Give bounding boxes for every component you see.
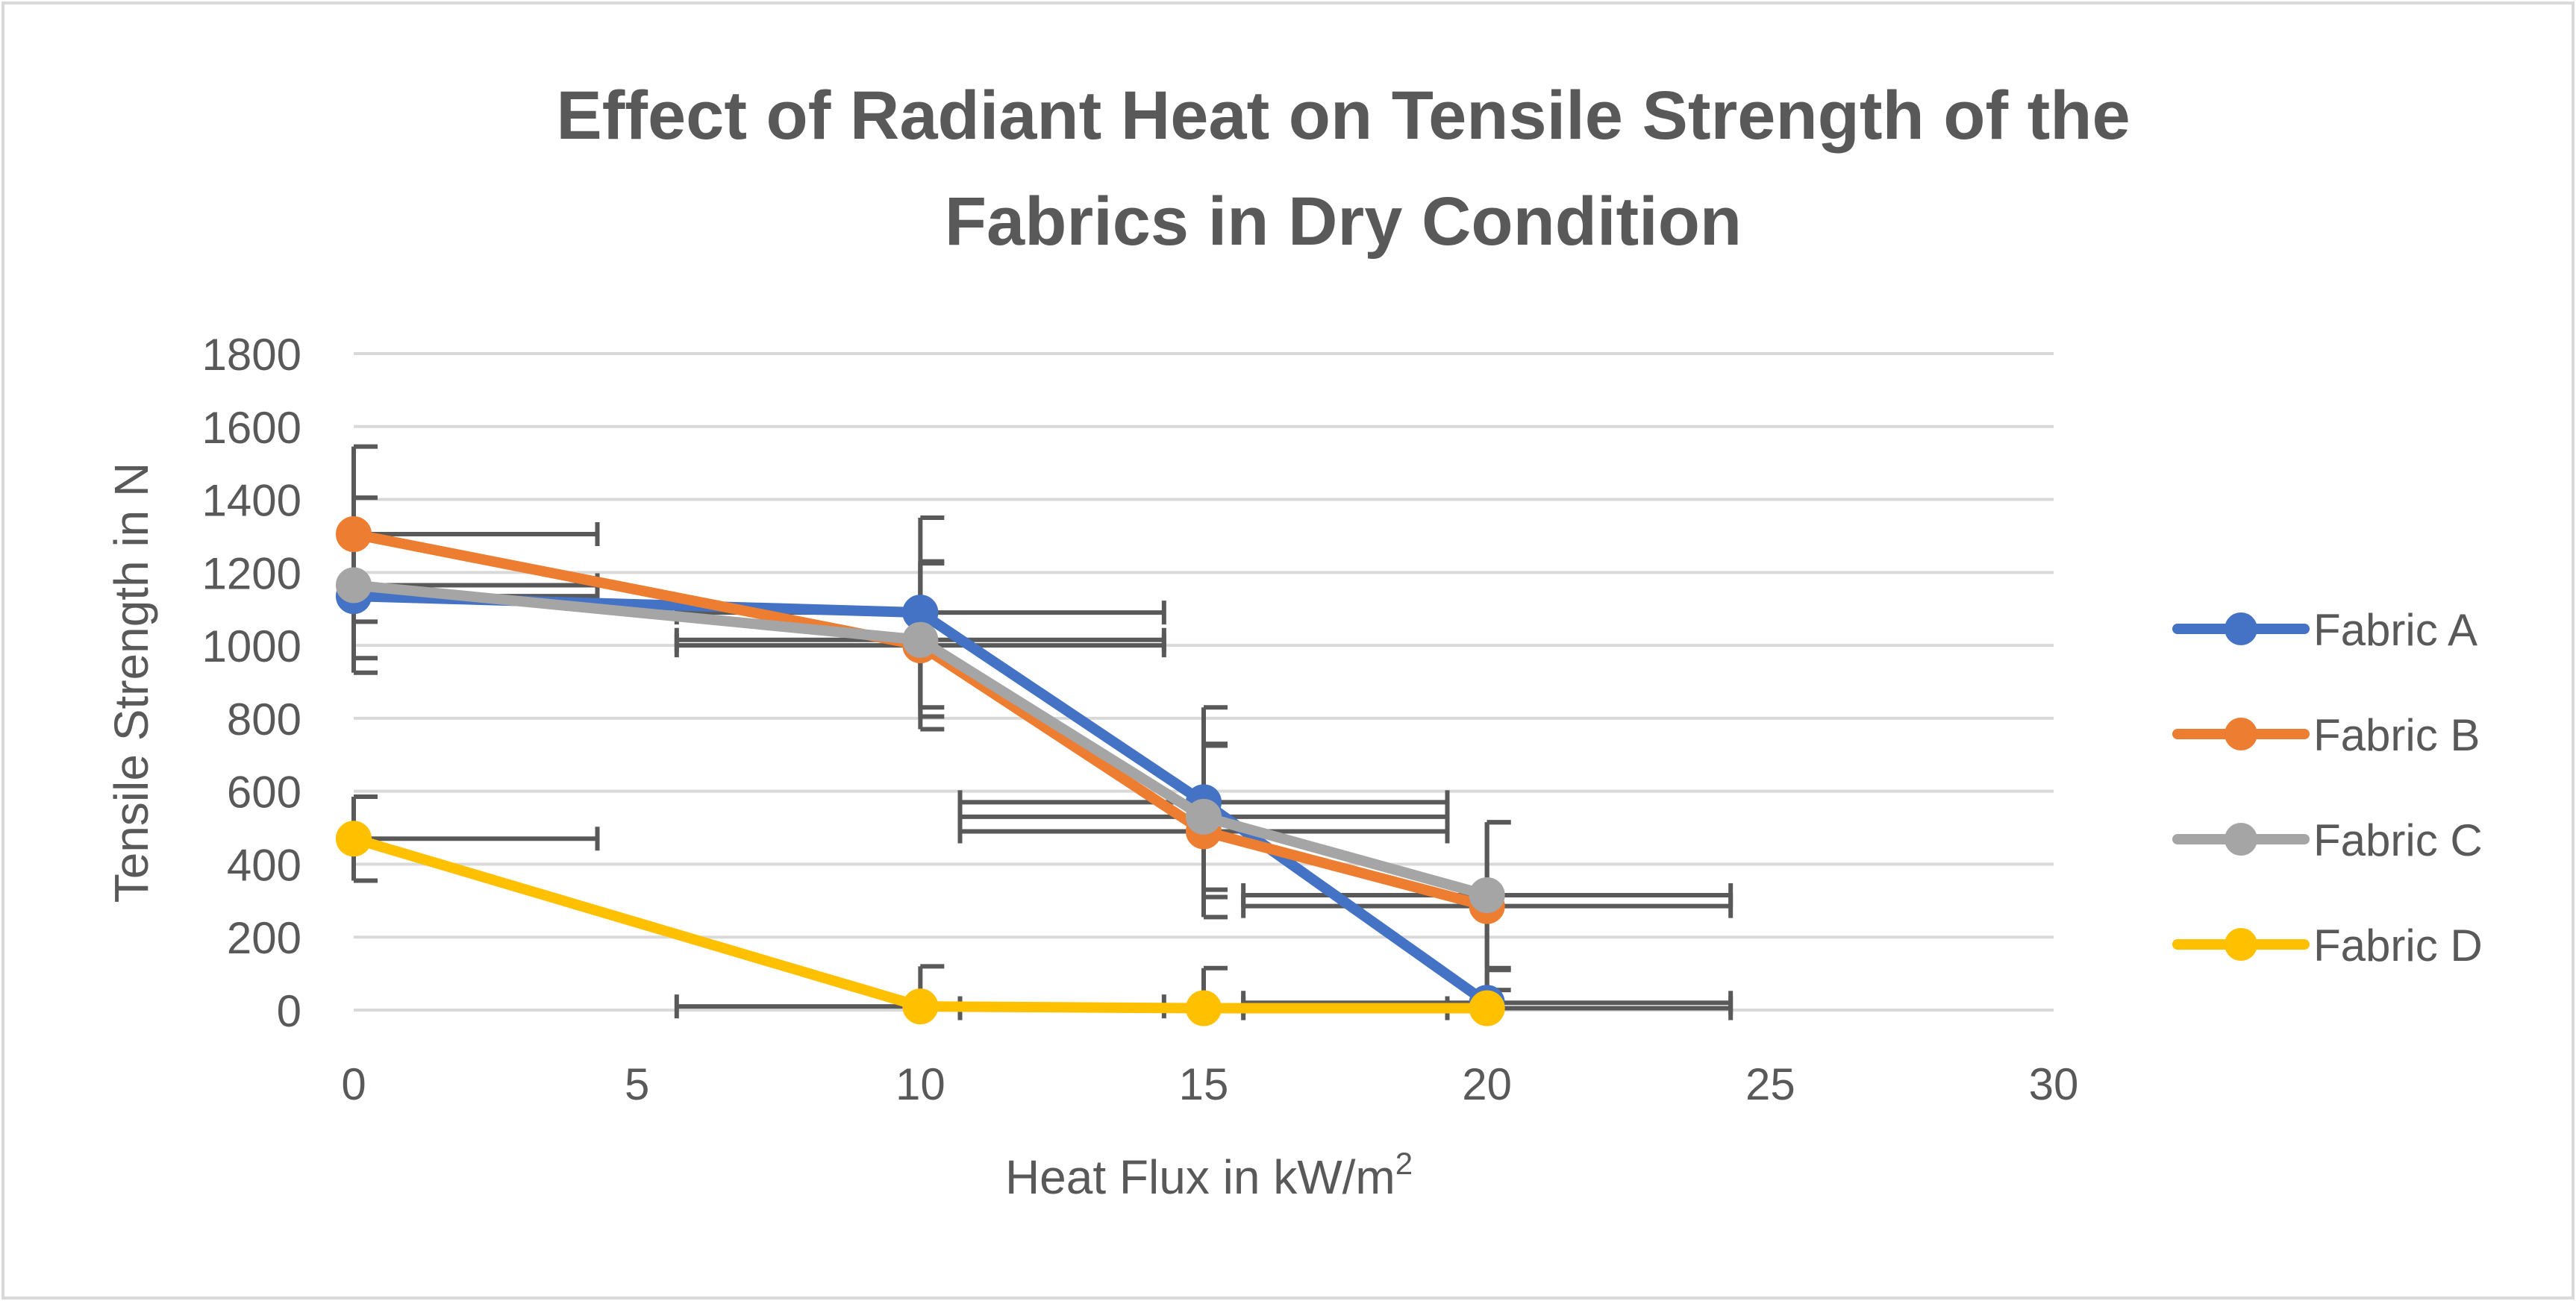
data-point-fabric-c[interactable] <box>1186 798 1222 835</box>
legend[interactable]: Fabric A Fabric B Fabric C Fabric D <box>2172 605 2483 971</box>
y-tick-label: 600 <box>227 768 301 818</box>
legend-marker-fabric-a <box>2225 612 2257 645</box>
data-point-fabric-d[interactable] <box>902 988 939 1025</box>
series-line-fabric-b <box>348 529 1492 912</box>
series-line-fabric-a <box>348 591 1492 1009</box>
data-point-fabric-c[interactable] <box>902 621 939 658</box>
series-line-fabric-c <box>348 580 1492 900</box>
chart-title-line-2: Fabrics in Dry Condition <box>945 184 1742 260</box>
legend-item-fabric-a[interactable]: Fabric A <box>2172 605 2477 655</box>
legend-label-fabric-d: Fabric D <box>2313 921 2483 971</box>
y-tick-label: 1200 <box>202 548 301 598</box>
legend-item-fabric-b[interactable]: Fabric B <box>2172 710 2480 760</box>
data-point-fabric-d[interactable] <box>1469 990 1505 1026</box>
y-tick-label: 400 <box>227 840 301 890</box>
y-tick-label: 1000 <box>202 621 301 671</box>
legend-item-fabric-d[interactable]: Fabric D <box>2172 921 2483 971</box>
legend-marker-fabric-c <box>2225 823 2257 856</box>
y-tick-label: 800 <box>227 695 301 744</box>
x-tick-label: 25 <box>1745 1059 1795 1109</box>
series-line-fabric-d <box>348 833 1492 1014</box>
data-point-fabric-d[interactable] <box>336 821 372 857</box>
legend-marker-fabric-b <box>2225 718 2257 750</box>
data-series <box>336 516 1505 1026</box>
x-tick-label: 30 <box>2029 1059 2079 1109</box>
legend-label-fabric-a: Fabric A <box>2313 605 2477 655</box>
data-point-fabric-b[interactable] <box>336 516 372 552</box>
x-axis-title-text: Heat Flux in kW/m <box>1005 1150 1395 1204</box>
gridlines <box>354 352 2054 1012</box>
y-tick-label: 1600 <box>202 403 301 453</box>
data-point-fabric-c[interactable] <box>1469 877 1505 913</box>
y-tick-label: 200 <box>227 913 301 963</box>
data-point-fabric-c[interactable] <box>336 567 372 604</box>
x-tick-label: 20 <box>1462 1059 1512 1109</box>
x-tick-label: 0 <box>341 1059 366 1109</box>
x-tick-label: 10 <box>895 1059 945 1109</box>
y-axis-title: Tensile Strength in N <box>104 463 158 903</box>
legend-marker-fabric-d <box>2225 928 2257 961</box>
x-tick-label: 15 <box>1179 1059 1229 1109</box>
x-axis-title: Heat Flux in kW/m2 <box>1005 1146 1413 1204</box>
legend-item-fabric-c[interactable]: Fabric C <box>2172 815 2483 865</box>
x-tick-label: 5 <box>625 1059 649 1109</box>
y-tick-label: 1400 <box>202 476 301 526</box>
chart-title-line-1: Effect of Radiant Heat on Tensile Streng… <box>556 78 2130 154</box>
legend-label-fabric-c: Fabric C <box>2313 815 2483 865</box>
x-axis-tick-labels: 0 5 10 15 20 25 30 <box>341 1059 2078 1109</box>
legend-label-fabric-b: Fabric B <box>2313 710 2480 760</box>
y-tick-label: 0 <box>277 986 301 1036</box>
x-axis-title-superscript: 2 <box>1395 1146 1413 1181</box>
y-tick-label: 1800 <box>202 330 301 380</box>
data-point-fabric-d[interactable] <box>1186 990 1222 1026</box>
y-axis-tick-labels: 0 200 400 600 800 1000 1200 1400 1600 1800 <box>202 330 301 1036</box>
